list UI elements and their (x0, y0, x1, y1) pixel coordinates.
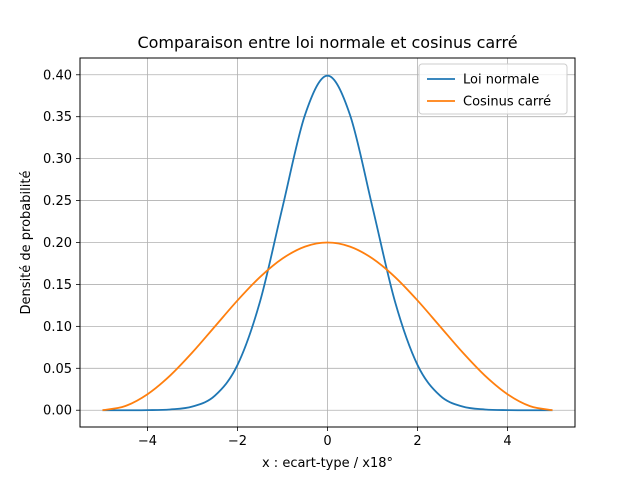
series-line-loi-normale (102, 74, 553, 412)
series-lines (102, 74, 553, 412)
x-tick-label: 0 (323, 434, 331, 449)
x-tick-label: −4 (138, 434, 157, 449)
y-tick-label: 0.05 (43, 362, 72, 377)
legend-label-loi-normale: Loi normale (463, 73, 539, 88)
y-tick-label: 0.20 (43, 236, 72, 251)
y-tick-label: 0.35 (43, 110, 72, 125)
x-tick-label: −2 (228, 434, 247, 449)
y-tick-label: 0.30 (43, 152, 72, 167)
x-tick-label: 2 (413, 434, 421, 449)
chart-title: Comparaison entre loi normale et cosinus… (137, 33, 517, 52)
y-tick-label: 0.10 (43, 320, 72, 335)
legend-box (418, 63, 568, 115)
series-line-cosinus-carre (102, 241, 553, 412)
y-tick-label: 0.00 (43, 404, 72, 419)
x-axis-label: x : ecart-type / x18° (262, 456, 393, 471)
y-tick-label: 0.40 (43, 68, 72, 83)
legend-label-cosinus-carre: Cosinus carré (463, 95, 551, 110)
y-tick-label: 0.15 (43, 278, 72, 293)
y-tick-label: 0.25 (43, 194, 72, 209)
legend: Loi normale Cosinus carré (418, 63, 568, 115)
axis-ticks: −4 −2 0 2 4 0.00 0.05 0.10 0.15 0.20 0.25 0.30 0.35 0… (43, 68, 512, 449)
y-axis-label: Densité de probabilité (19, 171, 34, 315)
x-tick-label: 4 (503, 434, 511, 449)
